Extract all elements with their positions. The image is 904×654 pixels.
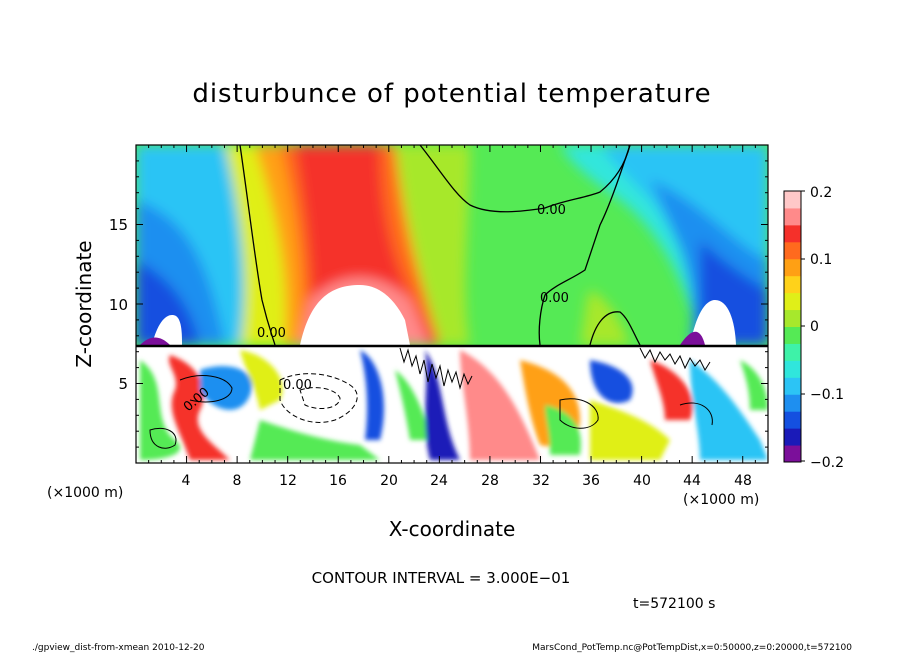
contour-label-4: 0.00 bbox=[283, 378, 312, 393]
x-tick-label: 16 bbox=[329, 473, 347, 489]
colorbar-segment bbox=[784, 326, 801, 344]
x-tick-label: 32 bbox=[532, 473, 550, 489]
colorbar-segment bbox=[784, 275, 801, 294]
x-tick-label: 24 bbox=[430, 473, 448, 489]
contour-interval: CONTOUR INTERVAL = 3.000E−01 bbox=[312, 569, 571, 587]
colorbar-segment bbox=[784, 428, 801, 446]
x-unit-left: (×1000 m) bbox=[47, 485, 123, 501]
colorbar-ticks bbox=[801, 190, 805, 462]
x-tick-label: 36 bbox=[582, 473, 600, 489]
colorbar-segment bbox=[784, 309, 801, 327]
y-tick-label: 15 bbox=[109, 216, 128, 234]
colorbar-segment bbox=[784, 191, 801, 209]
y-tick-label: 10 bbox=[109, 296, 128, 314]
colorbar-label: 0.1 bbox=[810, 252, 832, 268]
colorbar-segment bbox=[784, 445, 801, 463]
colorbar-segment bbox=[784, 207, 801, 226]
y-axis-label: Z-coordinate bbox=[72, 240, 96, 367]
chart-title: disturbunce of potential temperature bbox=[192, 79, 711, 109]
x-tick-label: 48 bbox=[734, 473, 752, 489]
x-tick-label: 44 bbox=[683, 473, 701, 489]
footer-right: MarsCond_PotTemp.nc@PotTempDist,x=0:5000… bbox=[532, 643, 852, 653]
colorbar-segment bbox=[784, 394, 801, 412]
colorbar-label: 0.2 bbox=[810, 185, 832, 201]
contour-label-3: 0.00 bbox=[257, 326, 286, 341]
time-label: t=572100 s bbox=[633, 596, 715, 612]
colorbar-segment bbox=[784, 224, 801, 243]
colorbar-label: 0 bbox=[810, 319, 819, 335]
x-tick-label: 8 bbox=[233, 473, 242, 489]
contour-label-1: 0.00 bbox=[537, 203, 566, 218]
y-tick-labels: 5 10 15 bbox=[109, 216, 128, 393]
plot-area bbox=[136, 145, 768, 463]
colorbar-segment bbox=[784, 258, 801, 277]
colorbar-segment bbox=[784, 343, 801, 361]
colorbar-labels: 0.2 0.1 0 −0.1 −0.2 bbox=[810, 185, 844, 471]
y-tick-label: 5 bbox=[118, 375, 128, 393]
colorbar-segment bbox=[784, 360, 801, 378]
colorbar-segment bbox=[784, 411, 801, 429]
x-tick-label: 12 bbox=[279, 473, 297, 489]
colorbar-segment bbox=[784, 241, 801, 260]
x-tick-label: 4 bbox=[182, 473, 191, 489]
footer-left: ./gpview_dist-from-xmean 2010-12-20 bbox=[32, 643, 205, 653]
x-axis-label: X-coordinate bbox=[389, 517, 516, 541]
colorbar bbox=[784, 191, 801, 463]
axis-ticks bbox=[135, 144, 769, 464]
x-unit-right: (×1000 m) bbox=[683, 492, 759, 508]
x-tick-labels: 4 8 12 16 20 24 28 32 36 40 44 48 bbox=[182, 473, 752, 489]
x-tick-label: 20 bbox=[380, 473, 398, 489]
colorbar-segment bbox=[784, 377, 801, 395]
colorbar-label: −0.1 bbox=[810, 387, 844, 403]
x-tick-label: 28 bbox=[481, 473, 499, 489]
contour-label-2: 0.00 bbox=[540, 291, 569, 306]
colorbar-segment bbox=[784, 292, 801, 311]
colorbar-label: −0.2 bbox=[810, 455, 844, 471]
x-tick-label: 40 bbox=[633, 473, 651, 489]
